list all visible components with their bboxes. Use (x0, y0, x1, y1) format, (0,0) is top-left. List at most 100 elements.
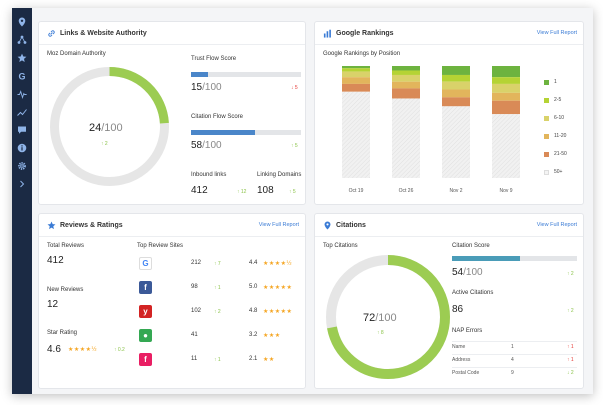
location-pin-icon[interactable] (16, 16, 28, 28)
review-site-rating: 3.2 (249, 332, 258, 338)
reviews-view-full-report-link[interactable]: View Full Report (258, 222, 299, 228)
rankings-view-full-report-link[interactable]: View Full Report (536, 30, 577, 36)
info-icon[interactable] (16, 142, 28, 154)
nap-row-divider (452, 341, 577, 342)
citations-view-full-report-link[interactable]: View Full Report (536, 222, 577, 228)
moz-value: 24 (89, 122, 102, 134)
nap-row-divider (452, 354, 577, 355)
linking-domains-trend: ↑ 5 (289, 189, 296, 195)
bar-segment-11-20-oct-19 (342, 77, 370, 84)
review-site-logo[interactable]: ● (139, 329, 152, 342)
bar-segment-2-5-nov-9 (492, 77, 520, 84)
expand-chevron-icon[interactable] (16, 178, 28, 190)
trust-flow-label: Trust Flow Score (191, 56, 237, 62)
nap-error-count: 4 (511, 357, 514, 363)
network-icon[interactable] (16, 34, 28, 46)
active-citations-trend: ↑ 2 (567, 308, 574, 314)
rankings-panel-header: Google Rankings (323, 29, 394, 38)
moz-donut (50, 67, 169, 186)
nap-error-trend: ↓ 2 (567, 370, 574, 376)
bar-segment-21-50-oct-19 (342, 83, 370, 92)
top-citations-value: 72 (363, 312, 376, 324)
reviews-panel-title: Reviews & Ratings (60, 222, 123, 229)
citations-panel: Citations View Full Report Top Citations… (314, 213, 584, 389)
moz-trend: ↑ 2 (101, 141, 108, 147)
legend-swatch (544, 169, 549, 175)
legend-label: 21-50 (554, 151, 567, 157)
citation-flow-bar (191, 130, 301, 135)
top-review-sites-label: Top Review Sites (137, 243, 184, 249)
rankings-panel-title: Google Rankings (336, 30, 394, 37)
citation-flow-value: 58 (191, 140, 203, 151)
review-site-rating: 2.1 (249, 356, 258, 362)
linking-trend-value: 5 (292, 189, 296, 195)
active-citations-value: 86 (452, 304, 464, 315)
top-citations-trend-value: 8 (380, 330, 384, 336)
citation-flow-denominator: /100 (202, 140, 222, 151)
star-rating-trend: ↑ 0.2 (114, 347, 125, 353)
google-icon[interactable]: G (16, 70, 28, 82)
bar-segment-11-20-nov-2 (442, 89, 470, 98)
citation-score: 54/100 (452, 267, 483, 278)
legend-label: 1 (554, 79, 557, 85)
trust-flow-denominator: /100 (202, 82, 222, 93)
total-reviews-value: 412 (47, 255, 64, 266)
review-site-stars: ★★★ (263, 333, 281, 339)
dashboard-window: G Links & Website Authority Moz Domain A… (12, 8, 593, 394)
legend-item: 6-10 (544, 115, 564, 121)
legend-swatch (544, 79, 549, 85)
citation-score-label: Citation Score (452, 243, 490, 249)
star-icon (47, 221, 56, 230)
bar-segment-6-10-nov-9 (492, 83, 520, 93)
moz-denominator: /100 (101, 122, 123, 134)
inbound-links-trend: ↑ 12 (237, 189, 247, 195)
legend-swatch (544, 151, 549, 157)
reviews-ratings-panel: Reviews & Ratings View Full Report Total… (38, 213, 306, 389)
review-site-trend: ↑ 7 (214, 261, 221, 267)
bar-segment-1-oct-26 (392, 66, 420, 71)
bar-segment-6-10-oct-26 (392, 74, 420, 82)
trend-line-icon[interactable] (16, 106, 28, 118)
bar-segment-50+-oct-19 (342, 91, 370, 178)
chat-icon[interactable] (16, 124, 28, 136)
bar-segment-2-5-oct-19 (342, 68, 370, 72)
reviews-panel-divider (39, 236, 305, 237)
bar-segment-2-5-oct-26 (392, 70, 420, 75)
pulse-icon[interactable] (16, 88, 28, 100)
new-reviews-value: 12 (47, 299, 59, 310)
legend-item: 2-5 (544, 97, 561, 103)
review-site-stars: ★★★★★ (263, 309, 293, 315)
links-panel-divider (39, 44, 305, 45)
review-site-stars: ★★★★½ (263, 261, 293, 267)
citation-score-trend: ↑ 2 (567, 271, 574, 277)
x-tick-label: Nov 9 (499, 188, 512, 194)
review-site-count: 41 (191, 332, 198, 338)
review-site-logo[interactable]: y (139, 305, 152, 318)
active-citations-trend-value: 2 (570, 308, 574, 314)
star-icon[interactable] (16, 52, 28, 64)
top-citations-score: 72/100 (363, 312, 397, 324)
legend-label: 50+ (554, 169, 563, 175)
nap-error-trend: ↑ 1 (567, 344, 574, 350)
rankings-panel-divider (315, 44, 583, 45)
new-reviews-label: New Reviews (47, 287, 84, 293)
bar-segment-11-20-nov-9 (492, 92, 520, 101)
review-site-logo[interactable]: f (139, 281, 152, 294)
linking-domains-value: 108 (257, 185, 274, 196)
moz-progress-arc (50, 67, 169, 186)
legend-swatch (544, 115, 549, 121)
review-site-logo[interactable]: G (139, 257, 152, 270)
gear-icon[interactable] (16, 160, 28, 172)
inbound-links-value: 412 (191, 185, 208, 196)
review-site-count: 98 (191, 284, 198, 290)
review-site-logo[interactable]: f (139, 353, 152, 366)
bar-segment-21-50-nov-9 (492, 100, 520, 115)
citation-score-denominator: /100 (463, 267, 483, 278)
trust-flow-trend-value: 5 (294, 85, 298, 91)
nap-error-name: Address (452, 357, 471, 363)
bar-segment-50+-nov-2 (442, 106, 470, 178)
trust-flow-fill (191, 72, 208, 77)
nap-error-trend: ↑ 1 (567, 357, 574, 363)
legend-item: 50+ (544, 169, 562, 175)
top-citations-donut (326, 255, 450, 379)
